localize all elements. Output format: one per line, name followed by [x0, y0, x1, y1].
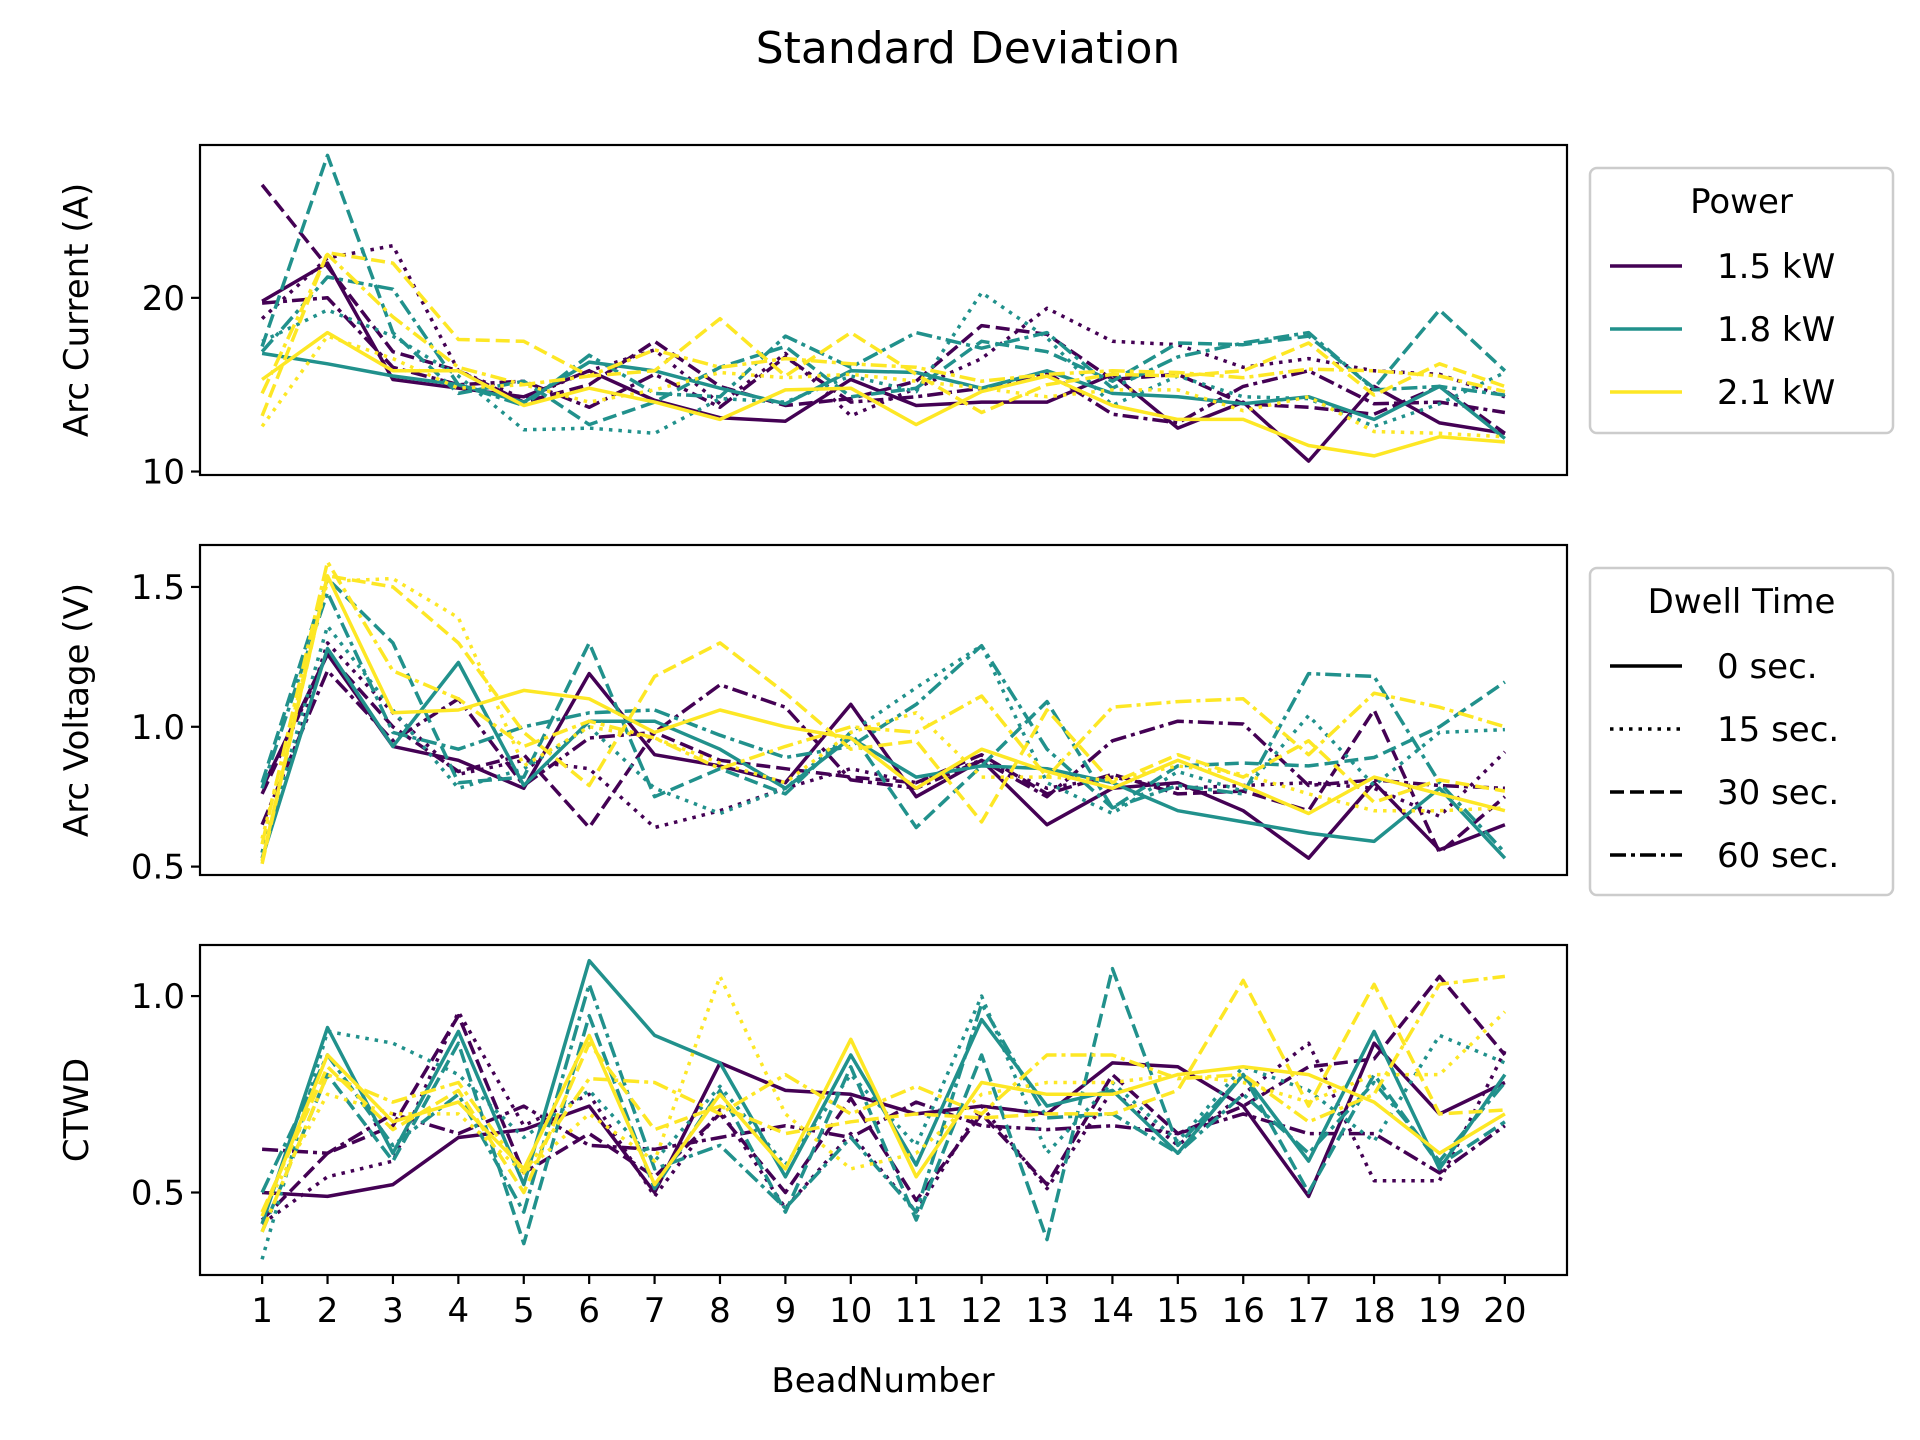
series-line-15-60s: [260, 669, 1505, 826]
series-line-18-30s: [260, 966, 1506, 1246]
series-line-21-0s: [260, 574, 1506, 862]
legend-box: [1588, 166, 1895, 435]
y-tick-label: 0.5: [131, 848, 185, 888]
y-tick-label: 20: [142, 279, 185, 319]
y-tick-label: 10: [142, 453, 185, 493]
series-line-15-60s: [261, 1100, 1506, 1175]
legend-box: [1588, 566, 1895, 897]
series-line-21-15s: [260, 334, 1505, 439]
y-tick-label: 1.0: [131, 977, 185, 1017]
panel-2: 0.5 1.0 1.5 Arc Voltage (V): [57, 543, 1569, 888]
series-line-18-0s: [260, 646, 1507, 860]
legend-power: Power 1.5 kW 1.8 kW 2.1 kW: [1588, 166, 1895, 435]
plot-frame: [198, 943, 1569, 1277]
series-line-15-60s: [261, 296, 1506, 425]
x-tick-label: 20: [1483, 1291, 1526, 1331]
y-axis-label: Arc Current (A): [57, 183, 97, 437]
x-tick-label: 11: [895, 1291, 938, 1331]
y-axis-label: Arc Voltage (V): [57, 583, 97, 837]
y-axis-label: CTWD: [57, 1058, 97, 1162]
series-line-21-30s: [260, 978, 1506, 1213]
series-line-21-0s: [261, 330, 1506, 458]
chart-title: Standard Deviation: [756, 23, 1181, 74]
y-tick-label: 1.0: [131, 708, 185, 748]
x-tick-label: 17: [1287, 1291, 1330, 1331]
series-line-15-15s: [261, 1010, 1507, 1226]
series-line-18-60s: [260, 275, 1506, 408]
x-tick-label: 15: [1156, 1291, 1199, 1331]
series-line-15-30s: [260, 183, 1506, 435]
series-line-21-30s: [260, 250, 1506, 417]
x-tick-label: 3: [382, 1291, 404, 1331]
series-line-18-30s: [260, 576, 1506, 830]
plot-frame: [198, 543, 1569, 877]
series-line-15-0s: [260, 652, 1506, 860]
series-line-18-60s: [260, 590, 1507, 854]
legend-entry-label: 60 sec.: [1717, 836, 1839, 876]
x-tick-label: 1: [251, 1291, 273, 1331]
legend-dwell: Dwell Time 0 sec. 15 sec. 30 sec. 60 sec.: [1588, 566, 1895, 897]
x-tick-label: 9: [775, 1291, 797, 1331]
x-tick-label: 13: [1025, 1291, 1068, 1331]
panel-1: 10 20 Arc Current (A): [57, 143, 1569, 493]
series-line-21-60s: [260, 252, 1506, 395]
x-tick-label: 2: [317, 1291, 339, 1331]
panels: 10 20 Arc Current (A) 0.5 1.0 1.5 Arc Voltage …: [57, 143, 1569, 1331]
x-tick-label: 7: [644, 1291, 666, 1331]
series-line-18-0s: [260, 958, 1507, 1225]
x-tick-label: 4: [448, 1291, 470, 1331]
x-tick-label: 16: [1222, 1291, 1265, 1331]
series-line-15-15s: [260, 243, 1506, 418]
series-line-18-15s: [260, 994, 1506, 1260]
series-line-18-15s: [261, 290, 1506, 436]
y-tick-label: 0.5: [131, 1174, 185, 1214]
x-tick-label: 18: [1352, 1291, 1395, 1331]
legend-entry-label: 1.5 kW: [1717, 247, 1835, 287]
x-tick-label: 10: [829, 1291, 872, 1331]
legend-entry-label: 1.8 kW: [1717, 310, 1835, 350]
series-line-21-15s: [260, 576, 1505, 840]
series-line-21-30s: [260, 574, 1506, 865]
series-line-18-15s: [260, 624, 1505, 854]
series-line-21-0s: [260, 1033, 1506, 1217]
x-tick-label: 14: [1091, 1291, 1134, 1331]
series-line-21-60s: [260, 974, 1506, 1233]
x-tick-label: 19: [1418, 1291, 1461, 1331]
x-axis-label: BeadNumber: [771, 1361, 994, 1401]
legend-title: Power: [1690, 182, 1793, 222]
plot-frame: [198, 143, 1569, 477]
x-tick-label: 5: [513, 1291, 535, 1331]
x-tick-label: 12: [960, 1291, 1003, 1331]
series-line-21-60s: [260, 560, 1506, 845]
series-line-18-30s: [260, 153, 1507, 427]
legend-entry-label: 15 sec.: [1717, 710, 1839, 750]
x-tick-label: 8: [709, 1291, 731, 1331]
legend-title: Dwell Time: [1648, 582, 1836, 622]
legend-entry-label: 2.1 kW: [1717, 373, 1835, 413]
legend-entry-label: 30 sec.: [1717, 773, 1839, 813]
y-tick-label: 1.5: [131, 568, 185, 608]
x-tick-label: 6: [578, 1291, 600, 1331]
legend-entry-label: 0 sec.: [1717, 647, 1818, 687]
series-line-21-15s: [260, 974, 1507, 1213]
